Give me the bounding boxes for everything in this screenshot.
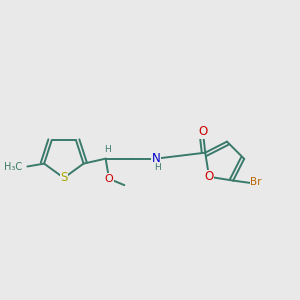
Text: H₃C: H₃C [4, 162, 22, 172]
Text: Br: Br [250, 177, 262, 187]
Text: H: H [104, 145, 110, 154]
Text: N: N [152, 152, 160, 165]
Text: O: O [198, 125, 208, 138]
Text: S: S [60, 171, 68, 184]
Text: H: H [154, 163, 161, 172]
Text: O: O [105, 174, 113, 184]
Text: O: O [204, 170, 214, 183]
